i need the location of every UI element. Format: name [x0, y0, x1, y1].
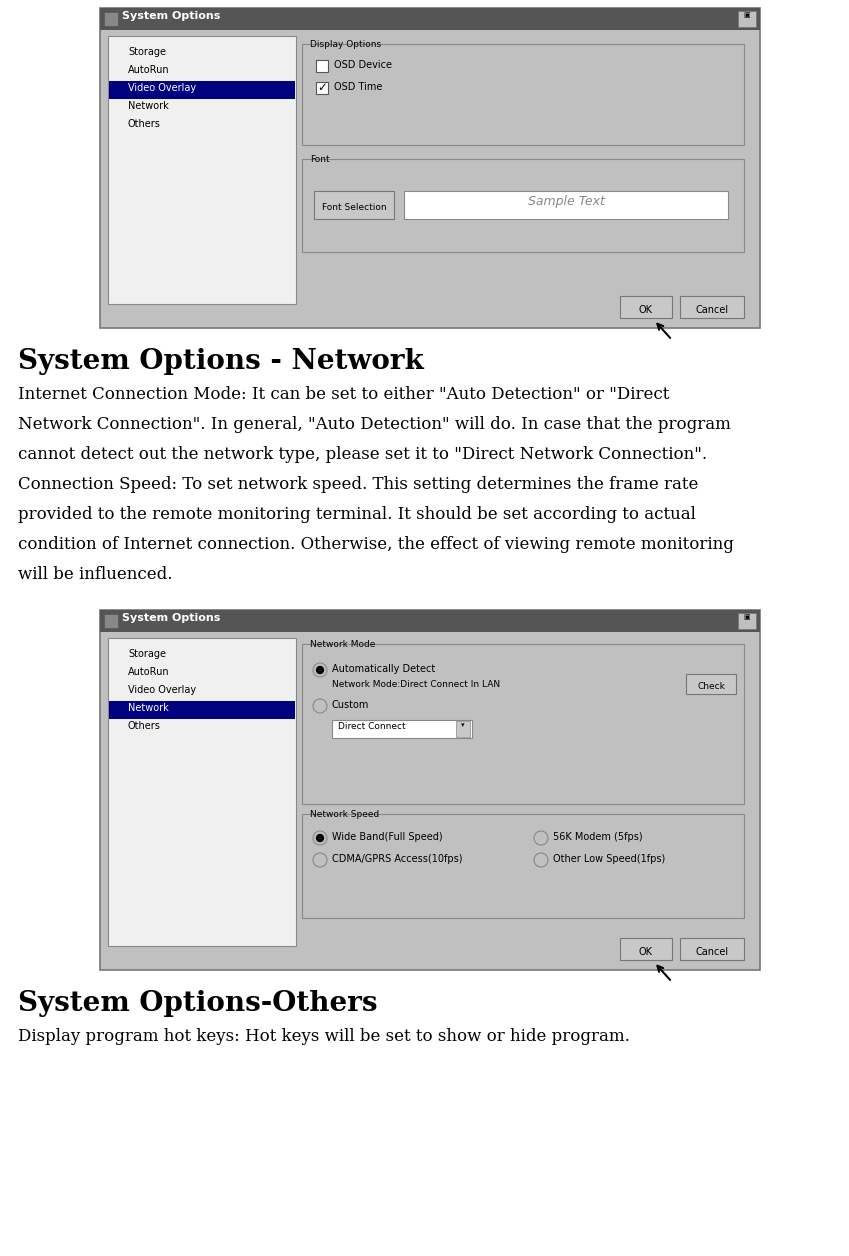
Bar	[100, 8, 760, 328]
Text: System Options-Others: System Options-Others	[18, 990, 378, 1017]
Text: Cancel: Cancel	[695, 305, 728, 315]
Circle shape	[317, 834, 323, 842]
Circle shape	[317, 667, 323, 673]
Text: will be influenced.: will be influenced.	[18, 566, 172, 583]
Text: OSD Time: OSD Time	[334, 82, 382, 92]
Text: ▣: ▣	[744, 614, 751, 620]
Bar	[100, 610, 760, 632]
Text: Cancel: Cancel	[695, 947, 728, 957]
Bar	[316, 82, 328, 94]
Text: 56K Modem (5fps): 56K Modem (5fps)	[553, 831, 643, 842]
Text: OSD Device: OSD Device	[334, 60, 392, 70]
Text: condition of Internet connection. Otherwise, the effect of viewing remote monito: condition of Internet connection. Otherw…	[18, 536, 734, 553]
Text: Network: Network	[128, 100, 169, 111]
Text: Custom: Custom	[332, 700, 369, 710]
Bar	[738, 613, 756, 629]
Text: Others: Others	[128, 721, 160, 731]
Bar	[620, 296, 672, 318]
Bar	[456, 721, 470, 737]
Bar	[108, 36, 296, 304]
Text: Sample Text: Sample Text	[527, 195, 604, 208]
Text: Check: Check	[697, 682, 725, 691]
Text: System Options: System Options	[122, 11, 221, 21]
Text: System Options - Network: System Options - Network	[18, 348, 424, 376]
Bar	[404, 191, 728, 219]
Bar	[302, 44, 744, 144]
Text: Font: Font	[310, 154, 329, 165]
Text: OK: OK	[639, 947, 653, 957]
Text: Network Mode:Direct Connect In LAN: Network Mode:Direct Connect In LAN	[332, 679, 500, 690]
Bar	[738, 11, 756, 26]
Text: OK: OK	[639, 305, 653, 315]
Bar	[104, 614, 118, 628]
Text: Display Options: Display Options	[310, 40, 381, 49]
Bar	[104, 13, 118, 26]
Text: Storage: Storage	[128, 46, 166, 57]
Text: cannot detect out the network type, please set it to "Direct Network Connection": cannot detect out the network type, plea…	[18, 446, 707, 463]
Bar	[686, 674, 736, 695]
Text: ✓: ✓	[317, 80, 327, 94]
Text: Network: Network	[128, 703, 169, 713]
Text: Network Mode: Network Mode	[310, 641, 375, 649]
Bar	[302, 814, 744, 918]
Text: Storage: Storage	[128, 649, 166, 659]
Text: Direct Connect: Direct Connect	[338, 722, 406, 731]
Text: Display program hot keys: Hot keys will be set to show or hide program.: Display program hot keys: Hot keys will …	[18, 1027, 630, 1045]
Bar	[108, 638, 296, 946]
Text: CDMA/GPRS Access(10fps): CDMA/GPRS Access(10fps)	[332, 854, 463, 864]
Text: AutoRun: AutoRun	[128, 667, 170, 677]
Bar	[314, 191, 394, 219]
Bar	[100, 8, 760, 30]
Text: Automatically Detect: Automatically Detect	[332, 664, 436, 674]
Text: Wide Band(Full Speed): Wide Band(Full Speed)	[332, 831, 442, 842]
Text: Video Overlay: Video Overlay	[128, 83, 196, 93]
Text: ▾: ▾	[461, 722, 464, 728]
Text: Connection Speed: To set network speed. This setting determines the frame rate: Connection Speed: To set network speed. …	[18, 476, 699, 494]
Text: Others: Others	[128, 119, 160, 129]
Bar	[109, 80, 295, 99]
Bar	[316, 60, 328, 72]
Bar	[332, 720, 472, 739]
Text: System Options: System Options	[122, 613, 221, 623]
Text: Internet Connection Mode: It can be set to either "Auto Detection" or "Direct: Internet Connection Mode: It can be set …	[18, 386, 669, 403]
Text: Video Overlay: Video Overlay	[128, 685, 196, 695]
Text: Network Speed: Network Speed	[310, 810, 380, 819]
Bar	[680, 938, 744, 960]
Bar	[109, 701, 295, 718]
Bar	[302, 160, 744, 252]
Bar	[620, 938, 672, 960]
Text: Network Connection". In general, "Auto Detection" will do. In case that the prog: Network Connection". In general, "Auto D…	[18, 416, 731, 433]
Bar	[680, 296, 744, 318]
Text: Other Low Speed(1fps): Other Low Speed(1fps)	[553, 854, 666, 864]
Bar	[302, 644, 744, 804]
Bar	[100, 610, 760, 970]
Text: ▣: ▣	[744, 13, 751, 18]
Text: Font Selection: Font Selection	[322, 203, 386, 212]
Text: AutoRun: AutoRun	[128, 65, 170, 75]
Text: provided to the remote monitoring terminal. It should be set according to actual: provided to the remote monitoring termin…	[18, 506, 696, 522]
